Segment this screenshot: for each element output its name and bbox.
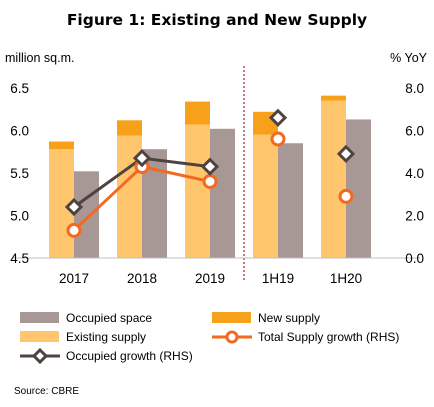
occupied-growth-marker: [200, 157, 220, 176]
legend-swatch: [212, 312, 251, 323]
y-left-tick-label: 4.5: [10, 251, 29, 266]
legend-label: Occupied space: [66, 311, 152, 325]
bar-occupied-space: [74, 171, 99, 258]
supply-growth-marker: [338, 188, 354, 204]
y-right-tick-label: 8.0: [405, 81, 424, 96]
bar-existing-supply: [185, 124, 210, 258]
bar-existing-supply: [321, 100, 346, 258]
x-tick-label: 1H19: [262, 271, 294, 286]
bar-occupied-space: [278, 143, 303, 258]
bar-new-supply: [185, 101, 210, 125]
lines-layer: [64, 108, 356, 238]
x-tick-label: 1H20: [330, 271, 362, 286]
legend-diamond-marker: [31, 347, 49, 365]
x-tick-label: 2019: [195, 271, 225, 286]
y-right-tick-label: 2.0: [405, 209, 424, 224]
supply-growth-marker: [66, 222, 82, 238]
supply-growth-marker: [270, 131, 286, 147]
y-left-tick-label: 6.0: [10, 124, 29, 139]
y-left-tick-label: 5.0: [10, 209, 29, 224]
bar-new-supply: [321, 95, 346, 101]
bar-occupied-space: [346, 119, 371, 258]
legend-label: Total Supply growth (RHS): [258, 330, 399, 344]
occupied-growth-marker: [268, 108, 288, 127]
right-axis-unit: % YoY: [390, 51, 428, 65]
y-right-tick-label: 4.0: [405, 166, 424, 181]
legend-swatch: [20, 312, 59, 323]
occupied-growth-marker: [64, 197, 84, 217]
axes-layer: 4.5 5.0 5.5 6.0 6.5 0.0 2.0 4.0 6.0 8.0 2017 2018 20…: [10, 81, 424, 286]
legend: Occupied space New supply Existing supply T…: [20, 311, 399, 365]
bar-occupied-space: [210, 128, 235, 258]
chart-title: Figure 1: Existing and New Supply: [67, 11, 367, 29]
legend-circle-marker: [225, 330, 239, 344]
bar-new-supply: [117, 120, 142, 136]
y-left-tick-label: 6.5: [10, 81, 29, 96]
legend-label: New supply: [258, 311, 320, 325]
legend-swatch: [20, 331, 59, 342]
occupied-growth-marker: [132, 149, 152, 168]
bar-existing-supply: [253, 134, 278, 258]
occupied-growth-marker: [336, 144, 356, 163]
source-note: Source: CBRE: [14, 386, 79, 397]
x-tick-label: 2017: [59, 271, 89, 286]
legend-label: Existing supply: [66, 330, 146, 344]
bar-new-supply: [49, 141, 74, 150]
y-right-tick-label: 0.0: [405, 251, 424, 266]
supply-growth-marker: [202, 174, 218, 189]
y-right-tick-label: 6.0: [405, 124, 424, 139]
left-axis-unit: million sq.m.: [5, 51, 74, 65]
y-left-tick-label: 5.5: [10, 166, 29, 181]
legend-label: Occupied growth (RHS): [66, 349, 193, 363]
x-tick-label: 2018: [127, 271, 157, 286]
